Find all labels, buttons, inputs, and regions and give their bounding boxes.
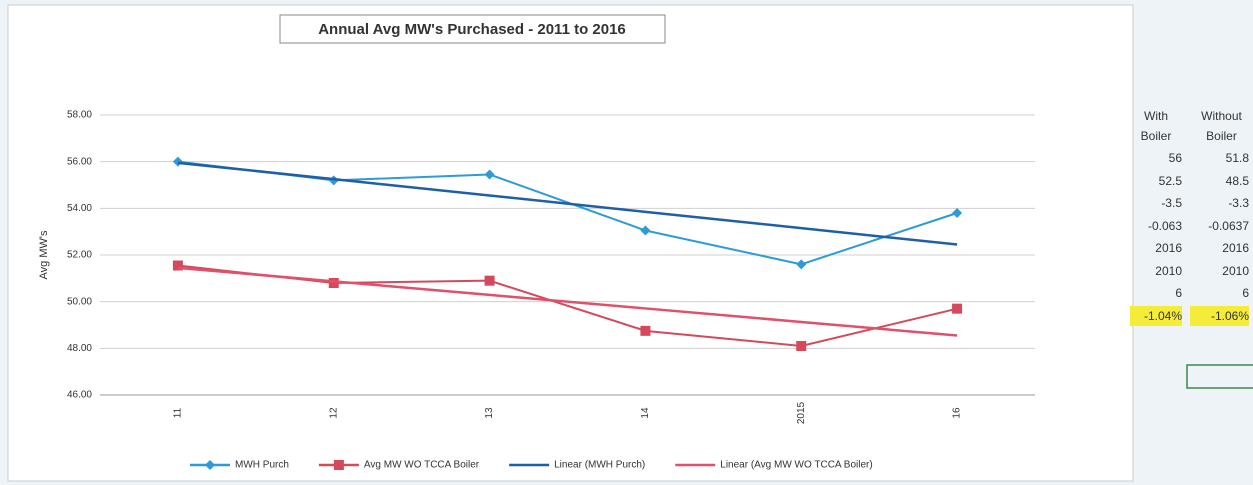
point [640, 325, 651, 336]
x-tick-label: 16 [952, 407, 963, 419]
table-cell: 6 [1175, 286, 1182, 300]
table-cell: 52.5 [1158, 173, 1182, 188]
point [328, 278, 339, 288]
point [172, 260, 183, 271]
table-cell: 2010 [1222, 263, 1249, 278]
y-tick-label: 58.00 [67, 110, 92, 121]
table-cell: -3.5 [1161, 196, 1182, 210]
table-cell: 2016 [1222, 241, 1249, 255]
y-tick-label: 52.00 [67, 250, 92, 261]
table-cell: -3.3 [1228, 196, 1249, 210]
table-cell: 2016 [1155, 241, 1182, 255]
table-cell: 6 [1242, 286, 1249, 300]
title-box [279, 14, 666, 44]
series-line [177, 266, 958, 337]
table-cell: 48.5 [1225, 173, 1249, 188]
table-cell: With Boiler [1140, 109, 1172, 143]
point [205, 460, 215, 470]
table-cell: -0.0637 [1208, 218, 1249, 233]
point [952, 208, 963, 218]
table-cell: 56 [1168, 151, 1182, 165]
point [640, 225, 651, 236]
legend-label: Linear (Avg MW WO TCCA Boiler) [720, 460, 872, 471]
y-tick-label: 50.00 [67, 296, 92, 307]
point [796, 259, 807, 270]
y-axis-label: Avg MW's [38, 230, 50, 279]
x-tick-label: 2015 [796, 401, 807, 424]
table-cell: -0.063 [1147, 218, 1182, 233]
point [952, 303, 963, 314]
table-cell: 51.8 [1225, 151, 1249, 165]
point [484, 169, 495, 180]
series-line [177, 161, 958, 246]
point [333, 460, 344, 470]
table-cell: Without Boiler [1201, 109, 1242, 143]
legend-label: MWH Purch [235, 460, 289, 471]
x-tick-label: 11 [173, 407, 184, 418]
y-tick-label: 46.00 [67, 390, 92, 401]
y-tick-label: 54.00 [67, 203, 92, 214]
table-cell: 2010 [1155, 263, 1182, 278]
point [796, 341, 807, 351]
table-cell: -1.06% [1190, 305, 1249, 326]
point [484, 275, 495, 286]
table-cell: -1.04% [1130, 305, 1182, 326]
x-tick-label: 14 [640, 407, 651, 419]
y-tick-label: 48.00 [67, 343, 92, 354]
y-tick-label: 56.00 [67, 156, 92, 167]
legend-label: Linear (MWH Purch) [554, 460, 645, 471]
x-tick-label: 13 [484, 407, 495, 419]
chart-title: Annual Avg MW's Purchased - 2011 to 2016 [318, 21, 626, 38]
selected-cell [1186, 364, 1253, 389]
legend-label: Avg MW WO TCCA Boiler [364, 460, 480, 471]
x-tick-label: 12 [328, 407, 339, 419]
